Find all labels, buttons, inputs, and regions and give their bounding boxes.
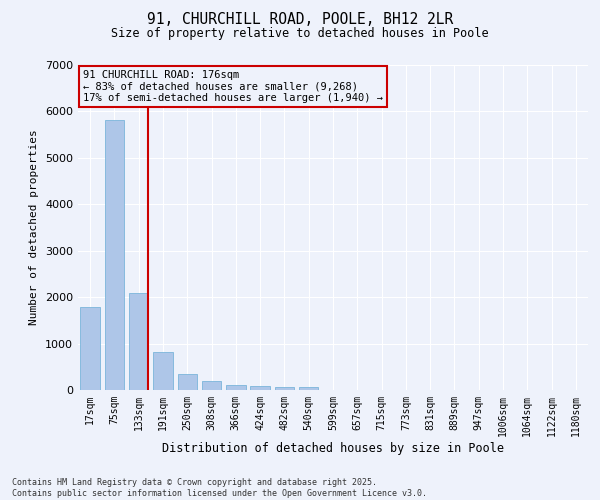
Bar bbox=[178, 374, 197, 390]
X-axis label: Distribution of detached houses by size in Poole: Distribution of detached houses by size … bbox=[162, 442, 504, 454]
Text: Size of property relative to detached houses in Poole: Size of property relative to detached ho… bbox=[111, 28, 489, 40]
Bar bbox=[299, 388, 319, 390]
Bar bbox=[202, 381, 221, 390]
Y-axis label: Number of detached properties: Number of detached properties bbox=[29, 130, 40, 326]
Bar bbox=[153, 352, 173, 390]
Text: Contains HM Land Registry data © Crown copyright and database right 2025.
Contai: Contains HM Land Registry data © Crown c… bbox=[12, 478, 427, 498]
Bar bbox=[275, 386, 294, 390]
Bar bbox=[129, 294, 148, 390]
Bar bbox=[250, 386, 270, 390]
Text: 91, CHURCHILL ROAD, POOLE, BH12 2LR: 91, CHURCHILL ROAD, POOLE, BH12 2LR bbox=[147, 12, 453, 28]
Bar bbox=[80, 308, 100, 390]
Bar bbox=[226, 384, 245, 390]
Bar bbox=[105, 120, 124, 390]
Text: 91 CHURCHILL ROAD: 176sqm
← 83% of detached houses are smaller (9,268)
17% of se: 91 CHURCHILL ROAD: 176sqm ← 83% of detac… bbox=[83, 70, 383, 103]
